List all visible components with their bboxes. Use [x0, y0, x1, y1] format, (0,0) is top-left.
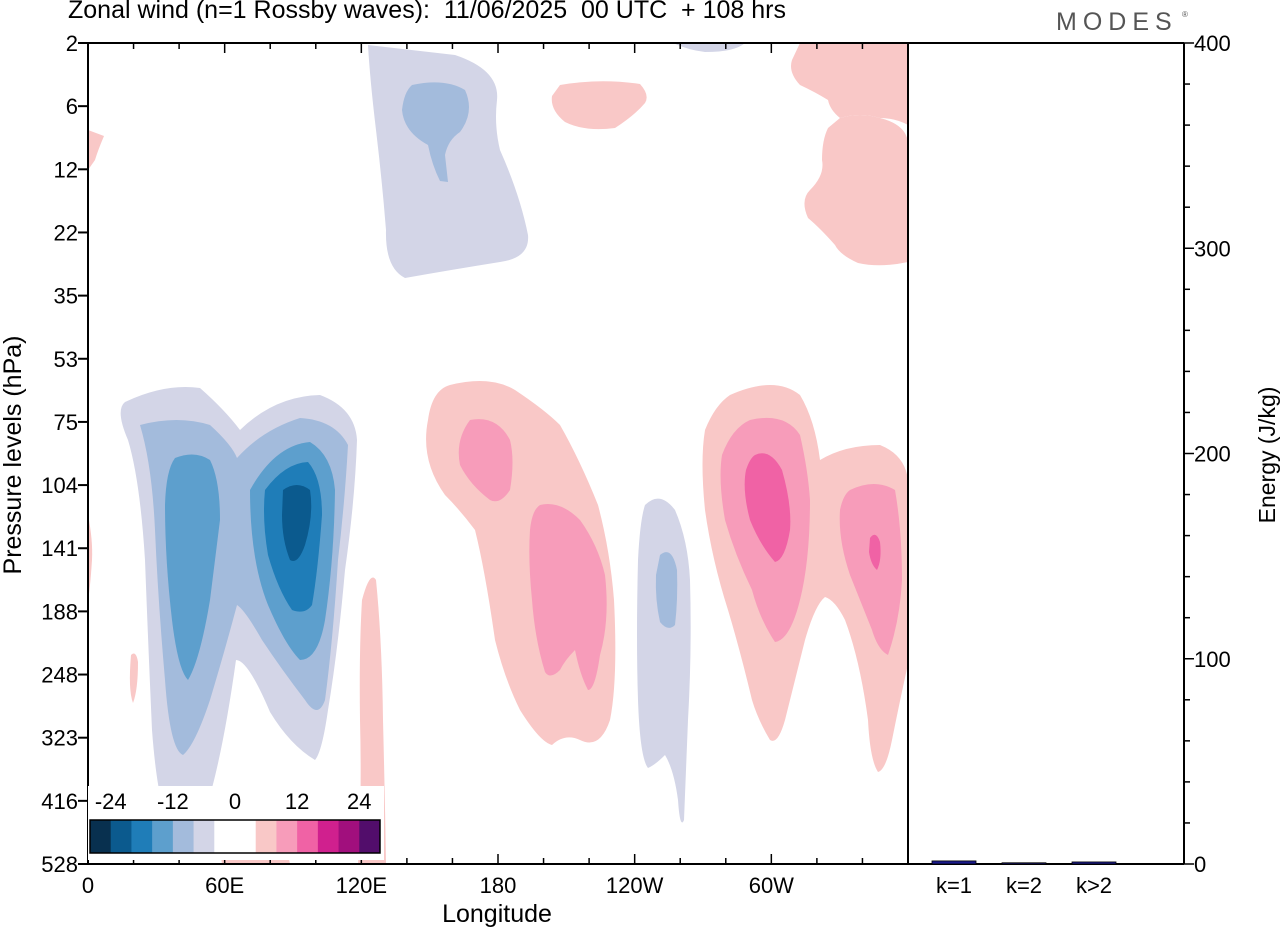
longitude-tick-label: 60W — [749, 873, 794, 898]
energy-axis-title: Energy (J/kg) — [1254, 387, 1280, 524]
colorbar-swatch — [214, 820, 236, 853]
energy-bar — [931, 860, 977, 865]
energy-axis: 0 100 200 300 400 — [1184, 31, 1231, 877]
colorbar-swatch — [317, 820, 340, 853]
x-axis-title: Longitude — [442, 900, 552, 928]
longitude-tick-label: 0 — [82, 873, 94, 898]
pressure-tick-label: 188 — [41, 599, 78, 624]
pressure-tick-label: 416 — [41, 789, 78, 814]
longitude-tick-label: 120E — [336, 873, 387, 898]
colorbar-legend: -24 -12 0 12 24 — [88, 786, 384, 860]
contour-pos-5-top-c — [804, 115, 908, 266]
longitude-axis: 0 60E 120E 180 120W 60W — [82, 43, 909, 898]
colorbar-label: -24 — [95, 789, 127, 814]
energy-bar — [1071, 861, 1117, 865]
contour-pos-10-central-b — [529, 504, 607, 690]
colorbar-swatch — [193, 820, 215, 853]
modes-logo: MODES — [1056, 8, 1178, 36]
colorbar-swatch — [255, 820, 277, 853]
contour-pos-5-top-a — [551, 81, 647, 130]
pressure-tick-label: 141 — [41, 536, 78, 561]
colorbar-swatch — [276, 820, 298, 853]
contour-pos-5-left-edge — [88, 130, 104, 170]
contour-neg-15-west — [165, 454, 220, 680]
contour-pos-5-left-edge-low — [88, 515, 93, 600]
contour-field — [88, 43, 908, 864]
colorbar-label: 0 — [229, 789, 241, 814]
colorbar-label: 12 — [285, 789, 309, 814]
pressure-tick-label: 323 — [41, 726, 78, 751]
pressure-tick-label: 22 — [54, 220, 78, 245]
colorbar-swatch — [152, 820, 174, 853]
colorbar-swatch — [359, 820, 381, 853]
colorbar-label: 24 — [347, 789, 371, 814]
contour-neg-5-top — [673, 43, 745, 52]
contour-pos-5-top-b — [791, 43, 908, 125]
colorbar-swatch — [297, 820, 319, 853]
colorbar-swatch — [235, 820, 257, 853]
colorbar-swatch — [90, 820, 112, 853]
contour-neg-10-130w — [655, 552, 678, 628]
longitude-tick-label: 120W — [606, 873, 664, 898]
energy-tick-label: 0 — [1194, 852, 1206, 877]
energy-bar-label: k>2 — [1076, 873, 1112, 898]
contour-pos-5-tiny — [129, 653, 138, 703]
energy-tick-label: 400 — [1194, 31, 1231, 56]
colorbar-label: -12 — [157, 789, 189, 814]
pressure-tick-label: 75 — [54, 410, 78, 435]
pressure-tick-label: 104 — [41, 473, 78, 498]
energy-bar — [1001, 862, 1047, 865]
contour-neg-5-upper — [368, 45, 529, 278]
colorbar-swatch — [110, 820, 132, 853]
contour-pos-15-east-b — [869, 534, 881, 570]
longitude-tick-label: 180 — [480, 873, 517, 898]
energy-tick-label: 100 — [1194, 647, 1231, 672]
contour-neg-25-east — [282, 485, 312, 561]
pressure-tick-label: 2 — [66, 31, 78, 56]
colorbar-swatch — [338, 820, 360, 853]
pressure-tick-label: 248 — [41, 663, 78, 688]
pressure-tick-label: 6 — [66, 94, 78, 119]
registered-mark: ® — [1182, 10, 1188, 19]
energy-bar-label: k=2 — [1006, 873, 1042, 898]
contour-pos-10-central-a — [458, 419, 513, 502]
contour-pos-15-east-a — [744, 453, 791, 562]
colorbar-swatch — [172, 820, 195, 853]
pressure-tick-label: 12 — [54, 157, 78, 182]
longitude-tick-label: 60E — [205, 873, 244, 898]
energy-tick-label: 200 — [1194, 442, 1231, 467]
energy-bars: k=1 k=2 k>2 — [931, 860, 1117, 898]
colorbar-outline — [89, 819, 381, 854]
contour-pos-10-east-b — [839, 484, 902, 655]
colorbar-swatch — [131, 820, 153, 853]
pressure-tick-label: 528 — [41, 852, 78, 877]
y-axis-title: Pressure levels (hPa) — [0, 336, 27, 575]
energy-bar-label: k=1 — [936, 873, 972, 898]
contour-neg-10-upper — [402, 82, 469, 182]
contour-neg-5-130w — [637, 498, 691, 823]
pressure-tick-label: 53 — [54, 347, 78, 372]
energy-tick-label: 300 — [1194, 236, 1231, 261]
chart-title: Zonal wind (n=1 Rossby waves): 11/06/202… — [68, 0, 786, 24]
pressure-axis: 2 6 12 22 35 53 75 104 141 188 248 323 416 528 — [41, 31, 88, 877]
pressure-tick-label: 35 — [54, 284, 78, 309]
